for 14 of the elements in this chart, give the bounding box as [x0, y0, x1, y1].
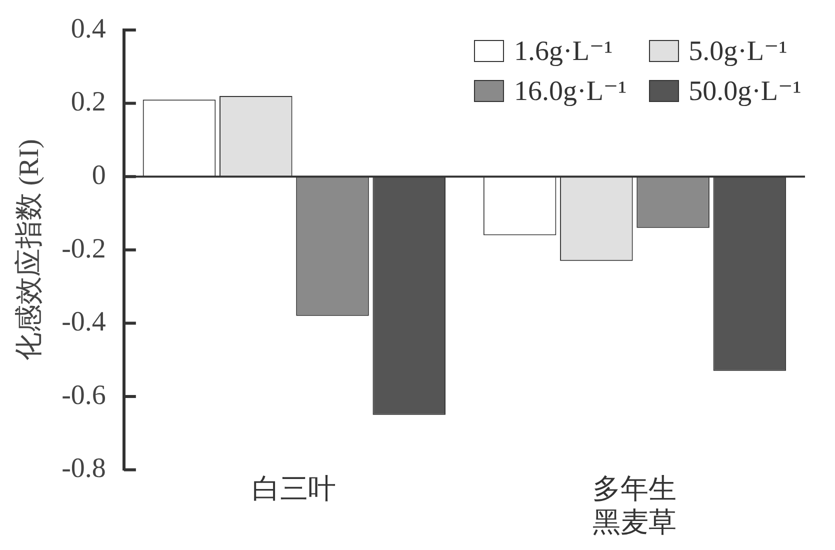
- y-axis-title: 化感效应指数 (RI): [14, 139, 46, 361]
- y-tick-label: -0.2: [62, 233, 106, 264]
- y-tick-label: -0.8: [62, 453, 106, 484]
- legend-label: 50.0g·L⁻¹: [688, 75, 802, 108]
- text: 1.6g·L⁻¹: [514, 35, 613, 68]
- y-tick-label: 0: [92, 160, 106, 191]
- legend-label: 16.0g·L⁻¹: [514, 75, 627, 108]
- legend-label: 5.0g·L⁻¹: [688, 35, 788, 68]
- x-tick-label: 白三叶: [252, 474, 336, 505]
- x-tick-label: 多年生黑麦草: [592, 474, 677, 539]
- y-tick-label: -0.6: [62, 380, 106, 411]
- y-tick-label: 0.4: [70, 13, 106, 44]
- y-tick-label: -0.4: [62, 306, 106, 338]
- y-tick-label: 0.2: [70, 86, 106, 118]
